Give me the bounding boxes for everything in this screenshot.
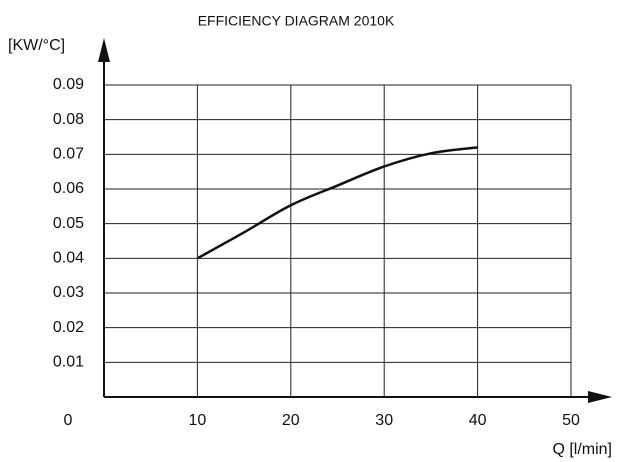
x-tick-label: 50 [562, 412, 580, 429]
y-tick-label: 0.09 [53, 76, 84, 93]
y-tick-label: 0.03 [53, 284, 84, 301]
x-tick-label: 20 [282, 412, 300, 429]
y-tick-label: 0.05 [53, 215, 84, 232]
y-tick-label: 0.08 [53, 111, 84, 128]
x-tick-label: 0 [64, 412, 73, 429]
y-tick-label: 0.02 [53, 319, 84, 336]
y-axis-label: [KW/°C] [8, 37, 65, 54]
x-axis-label: Q [l/min] [552, 441, 612, 458]
y-tick-label: 0.06 [53, 180, 84, 197]
y-axis-arrow [98, 38, 110, 62]
x-axis-arrow [588, 391, 612, 403]
chart-title: EFFICIENCY DIAGRAM 2010K [198, 13, 395, 29]
x-tick-label: 40 [469, 412, 487, 429]
y-tick-label: 0.04 [53, 250, 84, 267]
x-tick-label: 10 [189, 412, 207, 429]
y-tick-label: 0.01 [53, 354, 84, 371]
y-tick-label: 0.07 [53, 146, 84, 163]
x-tick-label: 30 [375, 412, 393, 429]
data-line [196, 146, 478, 260]
